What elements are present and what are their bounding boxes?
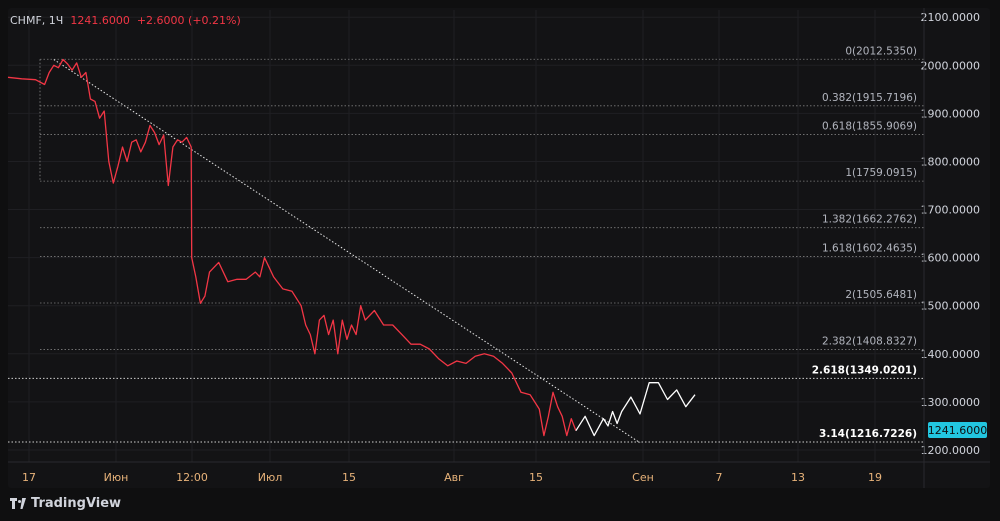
x-tick-label: Июл [258,471,283,484]
y-tick-label: 1300.0000 [921,396,981,409]
x-tick-label: 19 [868,471,882,484]
fib-level-label: 1(1759.0915) [845,167,917,179]
projection-series-line [575,382,696,437]
fib-level-label: 0.618(1855.9069) [822,121,917,133]
x-tick-label: Авг [444,471,464,484]
fib-level-label: 1.618(1602.4635) [822,242,917,254]
y-tick-label: 1500.0000 [921,300,981,313]
x-tick-label: 15 [529,471,543,484]
y-tick-label: 1200.0000 [921,444,981,457]
fib-level-label: 2.382(1408.8327) [822,336,917,348]
y-tick-label: 2000.0000 [921,59,981,72]
x-tick-label: 13 [791,471,805,484]
fib-level-label: 3.14(1216.7226) [819,428,917,440]
fib-level-label: 2(1505.6481) [845,289,917,301]
y-tick-label: 1600.0000 [921,252,981,265]
last-price-badge-label: 1241.6000 [928,424,988,437]
brand-name: TradingView [31,496,122,511]
y-tick-label: 1700.0000 [921,204,981,217]
fib-level-label: 0.382(1915.7196) [822,92,917,104]
x-tick-label: 17 [22,471,36,484]
price-series-line [7,58,577,437]
x-tick-label: Сен [632,471,654,484]
timeframe-label: 1Ч [48,14,64,27]
y-tick-label: 1800.0000 [921,155,981,168]
x-tick-label: 15 [342,471,356,484]
fib-level-label: 1.382(1662.2762) [822,214,917,226]
x-tick-label: 12:00 [176,471,208,484]
fib-level-label: 2.618(1349.0201) [812,364,917,376]
x-tick-label: Июн [104,471,129,484]
y-tick-label: 2100.0000 [921,11,981,24]
last-price-badge [928,421,987,438]
plot-background [8,8,990,488]
symbol-legend: CHMF, 1Ч 1241.6000 +2.6000 (+0.21%) [10,14,241,27]
y-tick-label: 1900.0000 [921,107,981,120]
fib-level-label: 0(2012.5350) [845,45,917,57]
downtrend-line [53,59,641,444]
tradingview-brand[interactable]: TradingView [10,496,121,511]
symbol-name: CHMF [10,14,42,27]
price-change-value: +2.6000 (+0.21%) [136,14,241,27]
y-tick-label: 1400.0000 [921,348,981,361]
x-tick-label: 7 [716,471,723,484]
last-price-value: 1241.6000 [70,14,130,27]
tradingview-logo-icon [10,498,26,509]
